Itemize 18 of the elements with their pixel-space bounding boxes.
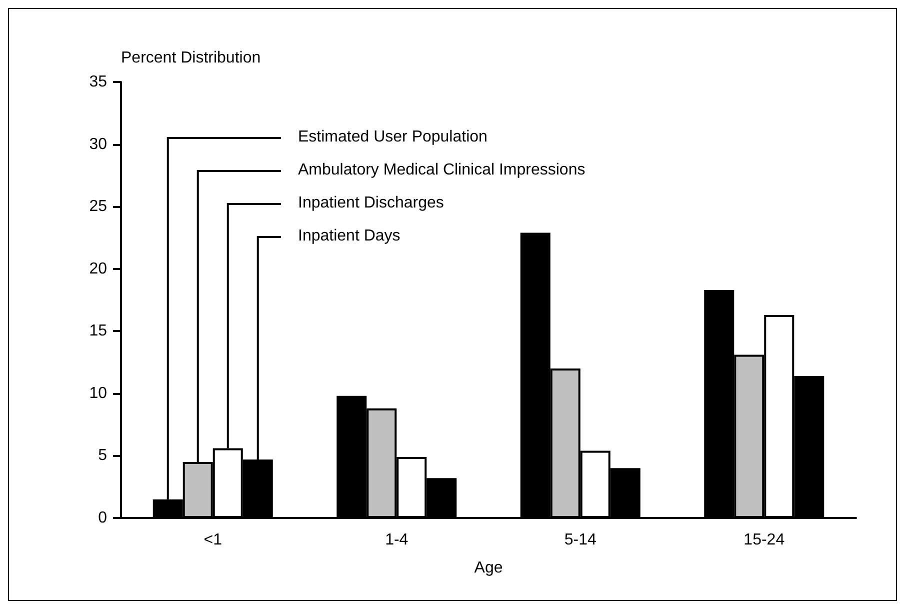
y-tick-label: 30 <box>89 136 108 153</box>
x-tick-label: 1-4 <box>385 532 408 548</box>
text: Estimated User Population <box>298 128 488 146</box>
x-tick-label: 15-24 <box>744 532 785 548</box>
y-axis-title: Percent Distribution <box>121 50 261 66</box>
text: Ambulatory Medical Clinical Impressions <box>298 162 586 178</box>
y-tick-label: 25 <box>89 198 108 216</box>
text: Inpatient Discharges <box>298 194 444 212</box>
x-tick-label: <1 <box>204 532 222 548</box>
y-tick-label: 5 <box>98 447 108 464</box>
x-tick-label: 5-14 <box>564 532 596 548</box>
y-tick-label: 0 <box>98 510 108 526</box>
x-axis-title: Age <box>474 560 503 576</box>
y-tick-label: 10 <box>89 384 108 402</box>
y-tick-label: 15 <box>89 322 108 340</box>
y-tick-label: 20 <box>89 260 108 278</box>
y-tick-label: 35 <box>89 74 108 90</box>
text: Inpatient Days <box>298 228 400 244</box>
